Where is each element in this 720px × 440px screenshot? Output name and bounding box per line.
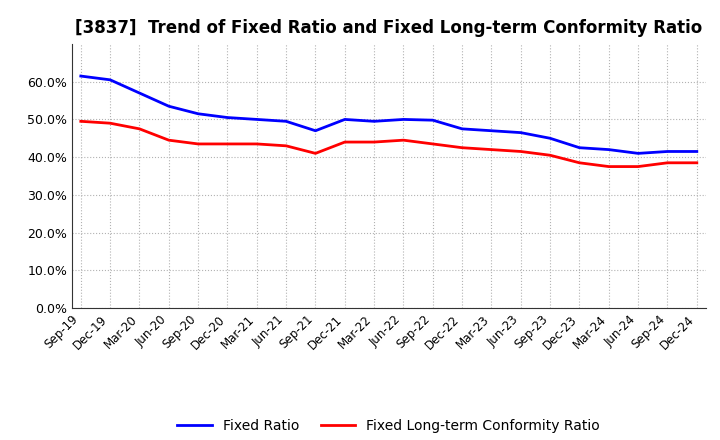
Fixed Ratio [634, 151, 642, 156]
Fixed Long-term Conformity Ratio [223, 141, 232, 147]
Fixed Long-term Conformity Ratio [458, 145, 467, 150]
Fixed Ratio [106, 77, 114, 82]
Title: [3837]  Trend of Fixed Ratio and Fixed Long-term Conformity Ratio: [3837] Trend of Fixed Ratio and Fixed Lo… [75, 19, 703, 37]
Fixed Long-term Conformity Ratio [575, 160, 584, 165]
Fixed Ratio [693, 149, 701, 154]
Fixed Ratio [546, 136, 554, 141]
Fixed Long-term Conformity Ratio [253, 141, 261, 147]
Fixed Long-term Conformity Ratio [663, 160, 672, 165]
Fixed Ratio [341, 117, 349, 122]
Fixed Ratio [399, 117, 408, 122]
Fixed Ratio [76, 73, 85, 79]
Fixed Ratio [223, 115, 232, 120]
Fixed Ratio [164, 103, 173, 109]
Fixed Long-term Conformity Ratio [135, 126, 144, 132]
Fixed Long-term Conformity Ratio [487, 147, 496, 152]
Fixed Ratio [487, 128, 496, 133]
Fixed Long-term Conformity Ratio [370, 139, 379, 145]
Fixed Long-term Conformity Ratio [282, 143, 290, 148]
Fixed Ratio [135, 90, 144, 95]
Fixed Ratio [311, 128, 320, 133]
Fixed Long-term Conformity Ratio [693, 160, 701, 165]
Fixed Long-term Conformity Ratio [194, 141, 202, 147]
Fixed Ratio [428, 117, 437, 123]
Fixed Ratio [605, 147, 613, 152]
Fixed Long-term Conformity Ratio [428, 141, 437, 147]
Fixed Ratio [663, 149, 672, 154]
Fixed Long-term Conformity Ratio [164, 138, 173, 143]
Legend: Fixed Ratio, Fixed Long-term Conformity Ratio: Fixed Ratio, Fixed Long-term Conformity … [172, 413, 606, 438]
Fixed Long-term Conformity Ratio [399, 138, 408, 143]
Fixed Ratio [282, 119, 290, 124]
Fixed Long-term Conformity Ratio [311, 151, 320, 156]
Line: Fixed Long-term Conformity Ratio: Fixed Long-term Conformity Ratio [81, 121, 697, 167]
Line: Fixed Ratio: Fixed Ratio [81, 76, 697, 154]
Fixed Long-term Conformity Ratio [76, 119, 85, 124]
Fixed Long-term Conformity Ratio [605, 164, 613, 169]
Fixed Long-term Conformity Ratio [516, 149, 525, 154]
Fixed Ratio [370, 119, 379, 124]
Fixed Ratio [194, 111, 202, 117]
Fixed Long-term Conformity Ratio [106, 121, 114, 126]
Fixed Ratio [516, 130, 525, 135]
Fixed Long-term Conformity Ratio [546, 153, 554, 158]
Fixed Ratio [458, 126, 467, 132]
Fixed Ratio [253, 117, 261, 122]
Fixed Ratio [575, 145, 584, 150]
Fixed Long-term Conformity Ratio [634, 164, 642, 169]
Fixed Long-term Conformity Ratio [341, 139, 349, 145]
